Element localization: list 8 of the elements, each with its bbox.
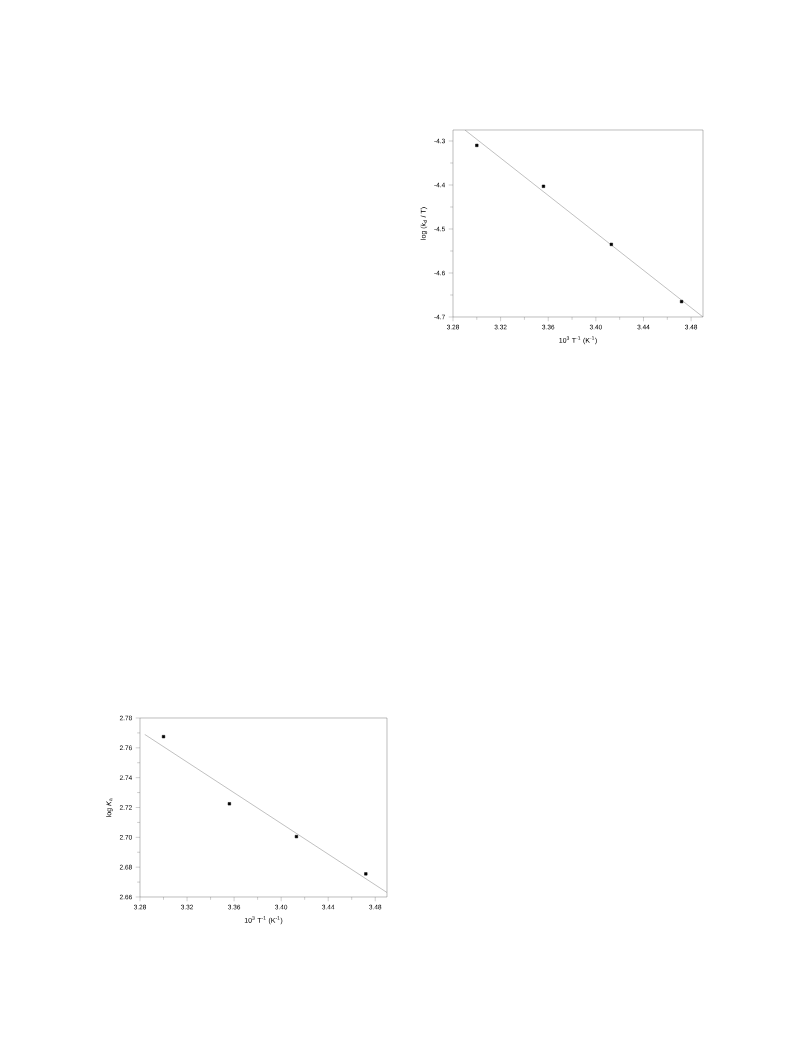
- point: [294, 835, 298, 839]
- point: [227, 802, 231, 806]
- point: [364, 872, 368, 876]
- point: [161, 735, 166, 739]
- point: [609, 242, 613, 246]
- point: [475, 143, 479, 147]
- point: [680, 300, 684, 304]
- point: [541, 184, 546, 188]
